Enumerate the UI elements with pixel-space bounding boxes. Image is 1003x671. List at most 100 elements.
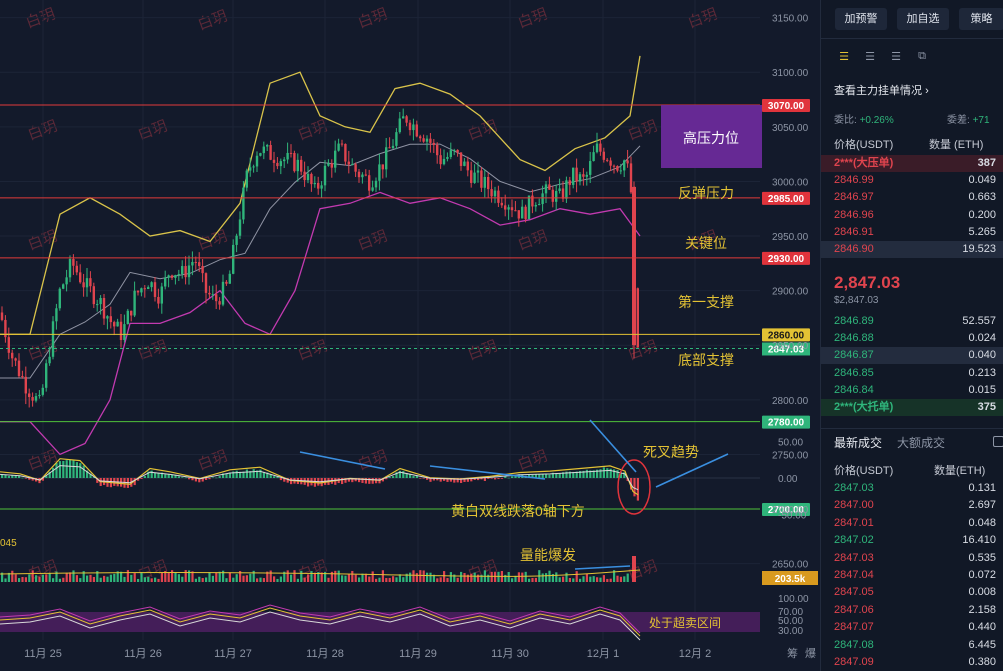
- ask-row[interactable]: 2846.91 5.265: [821, 224, 1003, 241]
- ask-qty: 0.049: [968, 174, 996, 187]
- candle-body: [228, 273, 231, 284]
- ask-row[interactable]: 2846.90 19.523: [821, 241, 1003, 258]
- volume-bar: [589, 576, 592, 582]
- candle-body: [177, 273, 180, 276]
- layout-both-icon[interactable]: ☰: [839, 51, 849, 63]
- volume-bar: [347, 574, 350, 582]
- candle-body: [238, 219, 242, 236]
- bid-qty: 0.015: [968, 383, 996, 396]
- macd-bar: [599, 469, 602, 478]
- arrow-1: [429, 465, 546, 480]
- level-price-4: 2780.00: [768, 418, 805, 429]
- trade-row: 2847.05 0.008: [821, 584, 1003, 601]
- bid-row[interactable]: 2846.84 0.015: [821, 382, 1003, 399]
- candle-body: [551, 189, 554, 202]
- chip-icon[interactable]: 筹: [787, 646, 798, 660]
- layout-asks-icon[interactable]: ☰: [891, 51, 901, 63]
- volume-bar: [453, 574, 456, 582]
- ask-row[interactable]: 2***(大压单) 387: [821, 155, 1003, 172]
- volume-bar: [575, 571, 578, 582]
- volume-bar: [497, 571, 500, 582]
- bid-row[interactable]: 2***(大托单) 375: [821, 399, 1003, 416]
- candle-body: [626, 160, 629, 164]
- volume-bar: [18, 578, 21, 582]
- candle-body: [116, 321, 119, 327]
- trade-row: 2847.08 6.445: [821, 637, 1003, 654]
- bid-ask-ratio: +0.26%: [859, 115, 894, 126]
- candle-body: [48, 356, 51, 364]
- volume-bar: [58, 578, 61, 582]
- liquidation-icon[interactable]: 爆: [805, 646, 816, 660]
- macd-bar: [1, 474, 4, 478]
- macd-bar: [443, 478, 446, 481]
- macd-bar: [565, 471, 568, 478]
- volume-bar: [565, 572, 568, 582]
- layout-bids-icon[interactable]: ☰: [865, 51, 875, 63]
- popout-icon[interactable]: ⧉: [918, 50, 926, 62]
- macd-bar: [392, 476, 395, 478]
- bid-row[interactable]: 2846.88 0.024: [821, 330, 1003, 347]
- volume-bar: [225, 578, 228, 582]
- candle-body: [245, 170, 248, 188]
- candle-body: [170, 275, 174, 278]
- candle-body: [422, 138, 425, 142]
- macd-bar: [232, 471, 235, 478]
- ask-row[interactable]: 2846.96 0.200: [821, 207, 1003, 224]
- macd-bar: [551, 472, 554, 478]
- level-price-2: 2930.00: [768, 254, 805, 265]
- arrow-2: [589, 419, 637, 473]
- candle-body: [364, 174, 367, 176]
- macd-bar: [422, 478, 425, 479]
- candle-body: [17, 360, 21, 377]
- add-alert-button[interactable]: 加预警: [835, 8, 887, 30]
- volume-bar: [222, 570, 225, 582]
- volume-bar: [211, 575, 214, 582]
- tab-latest-trades[interactable]: 最新成交: [834, 436, 883, 450]
- last-price: 2,847.03: [834, 273, 901, 292]
- filter-checkbox[interactable]: [993, 436, 1003, 447]
- rsi-label: 处于超卖区间: [649, 615, 721, 630]
- macd-bar: [147, 471, 150, 478]
- volume-bar: [269, 570, 272, 582]
- ask-row[interactable]: 2846.99 0.049: [821, 172, 1003, 189]
- macd-bar: [273, 476, 276, 478]
- candle-body: [405, 116, 408, 123]
- trade-qty: 0.380: [968, 656, 996, 668]
- level-price-0: 3070.00: [768, 101, 805, 112]
- candle-body: [432, 142, 435, 145]
- tab-large-trades[interactable]: 大额成交: [897, 436, 946, 450]
- main-orders-link[interactable]: 查看主力挂单情况 ›: [834, 85, 929, 97]
- macd-bar: [473, 478, 476, 480]
- candle-body: [68, 258, 72, 278]
- volume-bar: [140, 572, 143, 582]
- volume-bar: [310, 571, 313, 582]
- candle-body: [347, 161, 350, 165]
- bid-row[interactable]: 2846.87 0.040: [821, 347, 1003, 365]
- volume-bar: [293, 570, 296, 582]
- col-qty-header: 数量 (ETH): [929, 139, 984, 151]
- macd-bar: [364, 478, 367, 484]
- candle-body: [385, 147, 388, 170]
- trade-qty: 16.410: [962, 534, 996, 547]
- macd-bar: [602, 467, 605, 478]
- macd-bar: [228, 472, 231, 478]
- ask-row[interactable]: 2846.97 0.663: [821, 189, 1003, 206]
- strategy-button[interactable]: 策略: [959, 8, 1003, 30]
- macd-bar: [514, 476, 517, 478]
- volume-bar: [504, 574, 507, 582]
- bid-row[interactable]: 2846.89 52.557: [821, 313, 1003, 330]
- add-watchlist-button[interactable]: 加自选: [897, 8, 949, 30]
- candle-body: [378, 164, 381, 181]
- macd-bar: [188, 478, 191, 480]
- bid-row[interactable]: 2846.85 0.213: [821, 365, 1003, 382]
- candle-body: [476, 170, 480, 173]
- candle-body: [259, 153, 262, 156]
- macd-dea-line: [0, 465, 639, 491]
- macd-bar: [633, 478, 636, 497]
- volume-bar: [300, 570, 303, 582]
- candle-body: [283, 159, 286, 162]
- volume-bar: [188, 570, 191, 582]
- ask-price: 2846.97: [834, 191, 874, 204]
- macd-bar: [575, 471, 578, 478]
